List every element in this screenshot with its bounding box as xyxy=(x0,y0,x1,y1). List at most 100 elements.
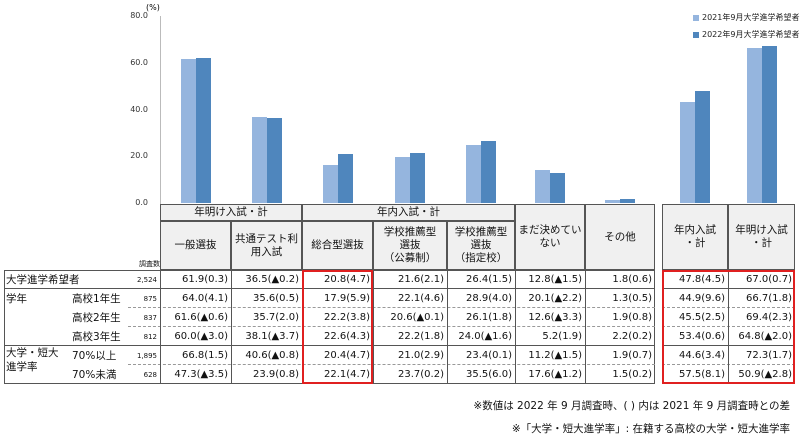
table-cell: 5.2(1.9) xyxy=(515,327,585,346)
legend-label: 2021年9月大学進学希望者 xyxy=(702,13,800,22)
table-cell: 24.0(▲1.6) xyxy=(447,327,515,346)
table-cell: 22.1(4.6) xyxy=(373,289,447,308)
legend-label: 2022年9月大学進学希望者 xyxy=(702,30,800,39)
row-count: 628 xyxy=(143,370,157,379)
column-header: 総合型選抜 xyxy=(302,221,373,270)
row-divider xyxy=(128,307,655,308)
column-header: 年内入試 ・計 xyxy=(662,204,728,270)
bar-2021 xyxy=(535,169,550,203)
table-cell: 12.6(▲3.3) xyxy=(515,308,585,327)
table-cell: 1.9(0.8) xyxy=(585,308,655,327)
y-tick-label: 40.0 xyxy=(130,104,148,114)
y-axis-unit: (%) xyxy=(146,3,160,12)
table-cell: 17.6(▲1.2) xyxy=(515,365,585,384)
bar-2022 xyxy=(761,46,777,203)
table-cell: 26.4(1.5) xyxy=(447,270,515,289)
bar-2022 xyxy=(266,117,282,203)
table-cell: 1.9(0.7) xyxy=(585,346,655,365)
y-tick-label: 60.0 xyxy=(130,57,148,67)
row-sublabel: 高校2年生 xyxy=(72,312,121,324)
bar-2021 xyxy=(251,117,267,203)
row-count: 875 xyxy=(143,294,157,303)
table-cell: 69.4(2.3) xyxy=(728,308,795,327)
bar-2021 xyxy=(746,48,762,203)
table-cell: 40.6(▲0.8) xyxy=(231,346,302,365)
column-header: 学校推薦型 選抜 （指定校） xyxy=(447,221,515,270)
row-divider xyxy=(4,288,655,289)
bar-2021 xyxy=(322,165,338,203)
bar-2022 xyxy=(410,152,425,203)
y-tick-label: 20.0 xyxy=(130,151,148,161)
bar-2022 xyxy=(550,173,565,203)
table-cell: 23.7(0.2) xyxy=(373,365,447,384)
table-cell: 61.9(0.3) xyxy=(160,270,231,289)
legend-swatch xyxy=(693,14,699,21)
row-sublabel: 70%未満 xyxy=(72,369,117,381)
table-cell: 2.2(0.2) xyxy=(585,327,655,346)
row-divider xyxy=(128,364,655,365)
row-sublabel: 高校1年生 xyxy=(72,293,121,305)
table-cell: 1.8(0.6) xyxy=(585,270,655,289)
bar-2021 xyxy=(395,157,410,203)
table-cell: 35.5(6.0) xyxy=(447,365,515,384)
table-cell: 21.0(2.9) xyxy=(373,346,447,365)
table-cell: 67.0(0.7) xyxy=(728,270,795,289)
table-cell: 22.2(1.8) xyxy=(373,327,447,346)
row-count: 1,895 xyxy=(136,351,157,360)
highlight-box xyxy=(662,270,795,384)
table-cell: 38.1(▲3.7) xyxy=(231,327,302,346)
bar-2021 xyxy=(605,200,620,203)
table-cell: 66.7(1.8) xyxy=(728,289,795,308)
note-rate: ※「大学・短大進学率」: 在籍する高校の大学・短大進学率 xyxy=(511,423,790,435)
table-cell: 12.8(▲1.5) xyxy=(515,270,585,289)
row-label: 大学進学希望者 xyxy=(6,274,80,286)
column-header: 年明け入試 ・計 xyxy=(728,204,795,270)
row-sublabel: 70%以上 xyxy=(72,350,117,362)
y-tick-label: 80.0 xyxy=(130,11,148,20)
legend-item-2021: 2021年9月大学進学希望者 xyxy=(693,12,799,23)
note-values: ※数値は 2022 年 9 月調査時、( ) 内は 2021 年 9 月調査時と… xyxy=(473,400,790,412)
column-header: まだ決めてい ない xyxy=(515,204,585,270)
table-cell: 21.6(2.1) xyxy=(373,270,447,289)
table-cell: 26.1(1.8) xyxy=(447,308,515,327)
table-cell: 1.3(0.5) xyxy=(585,289,655,308)
row-count: 2,524 xyxy=(136,275,157,284)
table-cell: 50.9(▲2.8) xyxy=(728,365,795,384)
table-cell: 35.7(2.0) xyxy=(231,308,302,327)
row-group-label: 大学・短大 進学率 xyxy=(6,347,59,373)
table-cell: 64.8(▲2.0) xyxy=(728,327,795,346)
bar-2021 xyxy=(180,59,196,203)
table-cell: 20.6(▲0.1) xyxy=(373,308,447,327)
row-count: 812 xyxy=(143,332,157,341)
table-cell: 23.9(0.8) xyxy=(231,365,302,384)
bar-2021 xyxy=(466,144,481,203)
table-cell: 64.0(4.1) xyxy=(160,289,231,308)
bar-2022 xyxy=(620,198,635,203)
legend-swatch xyxy=(693,31,699,38)
row-group-label: 学年 xyxy=(6,293,27,305)
bar-2021 xyxy=(680,101,695,203)
row-divider xyxy=(4,345,655,346)
column-header: その他 xyxy=(585,204,655,270)
group-header: 年明け入試・計 xyxy=(160,204,302,221)
table-cell: 66.8(1.5) xyxy=(160,346,231,365)
table-cell: 20.1(▲2.2) xyxy=(515,289,585,308)
row-count: 837 xyxy=(143,313,157,322)
bar-2022 xyxy=(195,58,211,203)
table-cell: 47.3(▲3.5) xyxy=(160,365,231,384)
table-cell: 28.9(4.0) xyxy=(447,289,515,308)
table-cell: 11.2(▲1.5) xyxy=(515,346,585,365)
row-divider xyxy=(128,326,655,327)
table-cell: 61.6(▲0.6) xyxy=(160,308,231,327)
bar-2022 xyxy=(481,141,496,203)
column-header: 学校推薦型 選抜 （公募制） xyxy=(373,221,447,270)
bar-2022 xyxy=(337,154,353,203)
table-cell: 35.6(0.5) xyxy=(231,289,302,308)
y-axis-line xyxy=(160,16,161,204)
table-cell: 36.5(▲0.2) xyxy=(231,270,302,289)
column-header: 共通テスト利 用入試 xyxy=(231,221,302,270)
row-sublabel: 高校3年生 xyxy=(72,331,121,343)
y-tick-label: 0.0 xyxy=(135,198,148,207)
table-cell: 1.5(0.2) xyxy=(585,365,655,384)
